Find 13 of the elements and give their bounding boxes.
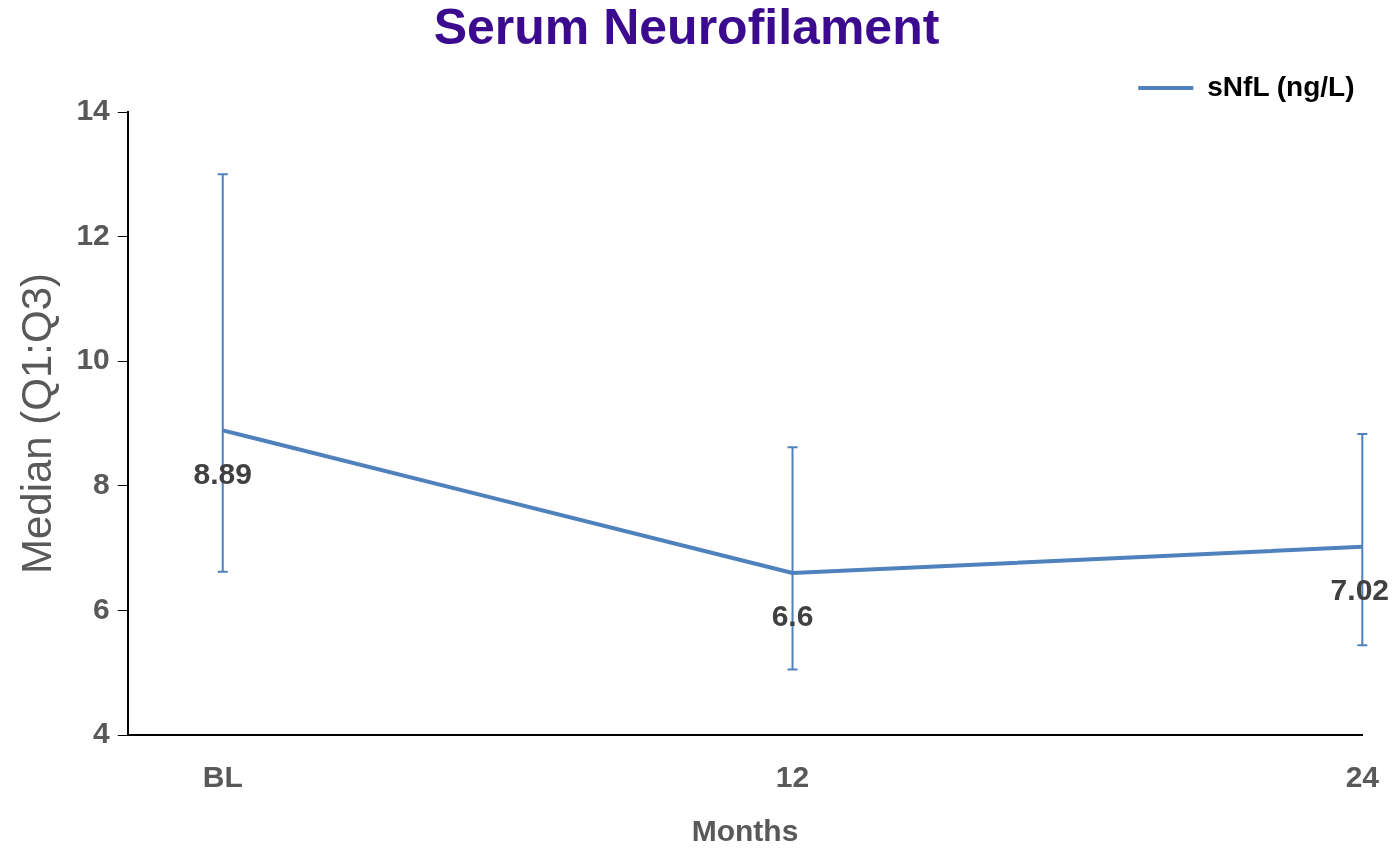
x-tick-label: BL [202, 760, 243, 794]
y-tick-label: 6 [93, 591, 110, 625]
y-axis-title: Median (Q1:Q3) [12, 272, 60, 575]
chart-title: Serum Neurofilament [433, 0, 940, 55]
x-axis-title: Months [691, 814, 799, 848]
y-tick-label: 14 [76, 93, 111, 127]
y-tick-label: 8 [93, 467, 110, 501]
x-tick-label: 12 [775, 760, 810, 794]
x-tick-label: 24 [1345, 760, 1380, 794]
y-tick-label: 10 [76, 342, 110, 376]
y-tick-label: 4 [93, 716, 111, 750]
legend-label: sNfL (ng/L) [1207, 70, 1355, 102]
y-tick-label: 12 [76, 217, 110, 251]
